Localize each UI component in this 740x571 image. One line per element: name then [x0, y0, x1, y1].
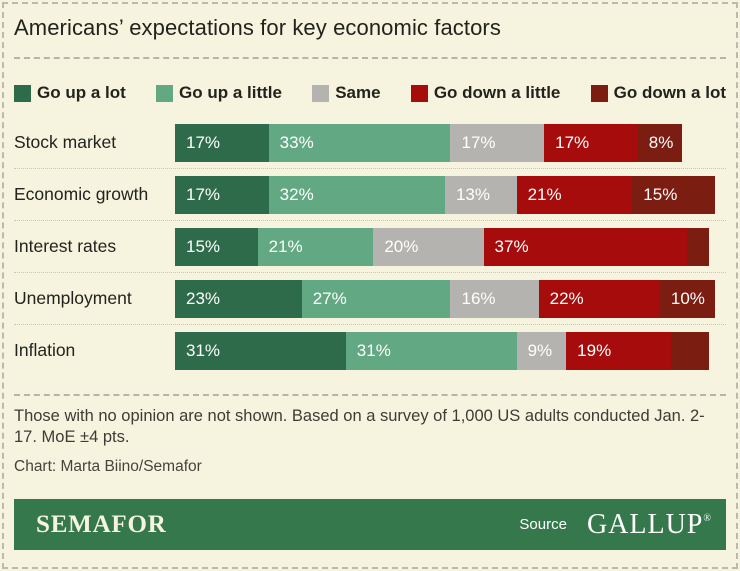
bar-segment-go-up-a-lot: 23%	[175, 279, 302, 318]
segment-value-label: 32%	[279, 184, 314, 204]
legend: Go up a lot Go up a little Same Go down a l…	[14, 83, 726, 103]
legend-swatch-icon	[312, 84, 330, 102]
bar-track: 17% 33% 17% 17% 8%	[175, 123, 726, 162]
footer-bar: SEMAFOR Source GALLUP®	[14, 499, 726, 550]
segment-value-label: 21%	[268, 236, 303, 256]
legend-item-same: Same	[312, 83, 381, 103]
segment-value-label: 37%	[494, 236, 529, 256]
bar-track: 23% 27% 16% 22% 10%	[175, 279, 726, 318]
bar-segment-go-down-a-little: 37%	[483, 227, 688, 266]
segment-value-label: 20%	[384, 236, 419, 256]
bar-track: 31% 31% 9% 19%	[175, 331, 726, 370]
bar-segment-same: 13%	[444, 175, 517, 214]
legend-item-go-down-a-lot: Go down a lot	[590, 83, 726, 103]
bar-segment-go-down-a-lot: 8%	[637, 123, 682, 162]
bar-segment-same: 20%	[373, 227, 484, 266]
title-divider	[14, 57, 726, 59]
legend-label: Go up a little	[179, 83, 282, 102]
bar-track: 15% 21% 20% 37%	[175, 227, 726, 266]
chart-card: Americans’ expectations for key economic…	[14, 15, 726, 550]
bar-segment-go-down-a-lot: 15%	[632, 175, 715, 214]
bar-segment-go-up-a-lot: 17%	[175, 175, 269, 214]
legend-swatch-icon	[590, 84, 608, 102]
bar-segment-go-up-a-little: 32%	[268, 175, 445, 214]
legend-swatch-icon	[156, 84, 174, 102]
segment-value-label: 8%	[648, 132, 674, 152]
source-label: Source	[519, 516, 567, 533]
bar-segment-same: 16%	[450, 279, 539, 318]
bar-segment-go-up-a-lot: 17%	[175, 123, 269, 162]
legend-item-go-up-a-little: Go up a little	[156, 83, 282, 103]
page-title: Americans’ expectations for key economic…	[14, 15, 501, 40]
bar-segment-go-up-a-little: 27%	[301, 279, 451, 318]
segment-value-label: 9%	[527, 340, 553, 360]
legend-label: Go down a little	[433, 83, 561, 102]
bar-segment-same: 9%	[516, 331, 567, 370]
segment-value-label: 17%	[461, 132, 496, 152]
bar-segment-same: 17%	[450, 123, 545, 162]
bar-segment-go-up-a-little: 21%	[257, 227, 374, 266]
segment-value-label: 22%	[549, 288, 584, 308]
segment-value-label: 13%	[455, 184, 490, 204]
segment-value-label: 10%	[670, 288, 705, 308]
source-attribution: Source GALLUP®	[519, 509, 712, 541]
bar-segment-go-up-a-little: 33%	[268, 123, 451, 162]
segment-value-label: 17%	[186, 132, 221, 152]
bar-track: 17% 32% 13% 21% 15%	[175, 175, 726, 214]
legend-swatch-icon	[410, 84, 428, 102]
bar-row-interest-rates: Interest rates 15% 21% 20% 37%	[14, 221, 726, 273]
semafor-logo: SEMAFOR	[36, 510, 167, 538]
bar-row-economic-growth: Economic growth 17% 32% 13% 21% 15%	[14, 169, 726, 221]
gallup-logo: GALLUP®	[586, 508, 712, 540]
segment-value-label: 33%	[279, 132, 314, 152]
footnote: Those with no opinion are not shown. Bas…	[14, 407, 705, 446]
legend-label: Go down a lot	[613, 83, 726, 102]
segment-value-label: 31%	[356, 340, 391, 360]
bar-segment-go-up-a-little: 31%	[345, 331, 517, 370]
bar-segment-go-up-a-lot: 31%	[175, 331, 346, 370]
legend-label: Same	[335, 83, 381, 102]
segment-value-label: 16%	[461, 288, 496, 308]
segment-value-label: 21%	[527, 184, 562, 204]
bar-row-unemployment: Unemployment 23% 27% 16% 22% 10%	[14, 273, 726, 325]
segment-value-label: 17%	[186, 184, 221, 204]
segment-value-label: 19%	[577, 340, 612, 360]
bar-segment-go-down-a-lot	[670, 331, 710, 370]
legend-swatch-icon	[14, 84, 31, 102]
bar-segment-go-down-a-lot	[687, 227, 710, 266]
bar-segment-go-down-a-little: 19%	[566, 331, 671, 370]
legend-item-go-down-a-little: Go down a little	[410, 83, 561, 103]
category-label: Unemployment	[14, 288, 132, 308]
bar-segment-go-up-a-lot: 15%	[175, 227, 258, 266]
bar-row-inflation: Inflation 31% 31% 9% 19%	[14, 325, 726, 376]
chart-credit: Chart: Marta Biino/Semafor	[14, 458, 202, 475]
legend-item-go-up-a-lot: Go up a lot	[14, 83, 126, 103]
bar-segment-go-down-a-little: 21%	[516, 175, 633, 214]
segment-value-label: 15%	[186, 236, 221, 256]
footnote-divider	[14, 394, 726, 396]
segment-value-label: 27%	[312, 288, 347, 308]
segment-value-label: 23%	[186, 288, 221, 308]
category-label: Inflation	[14, 340, 76, 360]
bar-segment-go-down-a-little: 17%	[544, 123, 638, 162]
segment-value-label: 17%	[555, 132, 590, 152]
bar-row-stock-market: Stock market 17% 33% 17% 17% 8%	[14, 117, 726, 169]
registered-mark-icon: ®	[703, 512, 712, 524]
category-label: Stock market	[14, 132, 117, 152]
stacked-bar-chart: Stock market 17% 33% 17% 17% 8% Economic growt…	[14, 117, 726, 376]
bar-segment-go-down-a-little: 22%	[538, 279, 660, 318]
legend-label: Go up a lot	[37, 83, 126, 102]
category-label: Economic growth	[14, 184, 149, 204]
segment-value-label: 31%	[186, 340, 221, 360]
segment-value-label: 15%	[643, 184, 678, 204]
bar-segment-go-down-a-lot: 10%	[659, 279, 715, 318]
category-label: Interest rates	[14, 236, 117, 256]
